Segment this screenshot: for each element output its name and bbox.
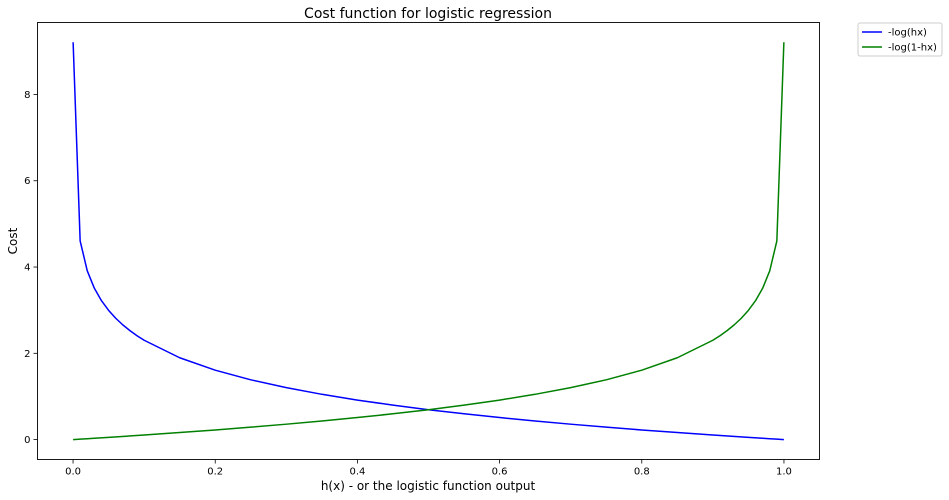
y-axis: 0 2 4 6 8 [24,90,38,446]
x-tick-label: 0.6 [492,467,508,478]
y-tick-label: 4 [24,263,30,274]
x-tick-label: 0.4 [349,467,365,478]
plot-frame [37,22,820,460]
x-tick-label: 0.0 [65,467,81,478]
y-tick-label: 6 [24,176,30,187]
legend-label-1-hx: -log(1-hx) [888,43,937,54]
chart-title: Cost function for logistic regression [304,6,552,22]
x-tick-label: 1.0 [776,467,792,478]
x-tick-label: 0.2 [207,467,223,478]
y-axis-label: Cost [6,227,20,254]
y-tick-label: 2 [24,349,30,360]
series-line-1 [73,42,785,441]
series-line-0 [72,42,784,441]
series-layer [72,42,785,441]
x-tick-label: 0.8 [634,467,650,478]
y-tick-label: 0 [24,435,30,446]
x-axis-label: h(x) - or the logistic function output [321,479,536,493]
legend: -log(hx) -log(1-hx) [857,22,943,57]
x-axis: 0.0 0.2 0.4 0.6 0.8 1.0 [65,459,792,478]
y-tick-label: 8 [24,90,30,101]
legend-label-hx: -log(hx) [888,28,927,39]
